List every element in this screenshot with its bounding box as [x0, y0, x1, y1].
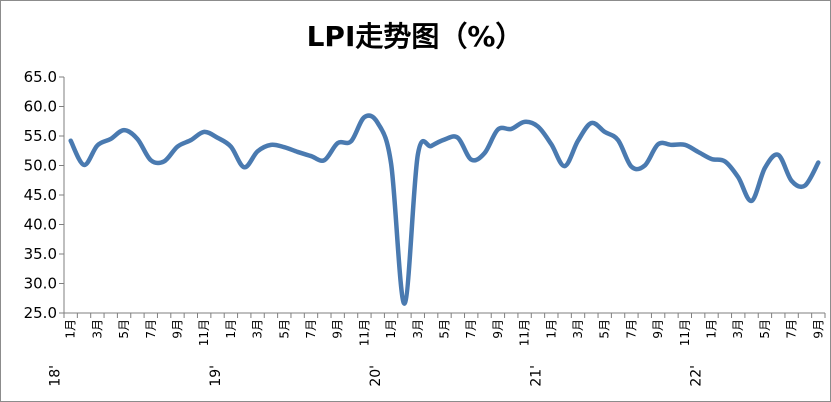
x-year-label: 18'	[48, 365, 64, 387]
y-tick-label: 35.0	[24, 245, 57, 263]
x-tick-label: 1月	[64, 319, 78, 339]
x-tick-label: 7月	[624, 319, 638, 339]
y-tick-label: 55.0	[24, 127, 57, 145]
x-year-label: 22'	[689, 365, 705, 387]
x-tick-label: 3月	[411, 319, 425, 339]
y-tick-label: 30.0	[24, 275, 57, 293]
x-tick-label: 9月	[811, 319, 825, 339]
x-tick-label: 1月	[384, 319, 398, 339]
x-tick-label: 5月	[758, 319, 772, 339]
x-tick-label: 9月	[491, 319, 505, 339]
x-axis-ticks: 1月 3月 5月 7月 9月 11月 1月 3月 5月 7月 9月 11月 1月 3月 5月 7月 9月 11月 1…	[48, 313, 826, 387]
series-line	[68, 113, 821, 306]
x-tick-label: 11月	[197, 319, 211, 346]
x-tick-label: 7月	[785, 319, 799, 339]
x-tick-label: 9月	[651, 319, 665, 339]
x-tick-label: 3月	[90, 319, 104, 339]
x-tick-label: 3月	[251, 319, 265, 339]
x-tick-label: 7月	[464, 319, 478, 339]
x-tick-label: 5月	[438, 319, 452, 339]
series-group	[68, 113, 821, 306]
x-tick-label: 1月	[224, 319, 238, 339]
y-tick-label: 50.0	[24, 157, 57, 175]
x-tick-label: 1月	[544, 319, 558, 339]
x-year-label: 19'	[208, 365, 224, 387]
y-tick-label: 25.0	[24, 304, 57, 322]
x-tick-label: 7月	[304, 319, 318, 339]
x-tick-label: 11月	[678, 319, 692, 346]
x-tick-label: 11月	[518, 319, 532, 346]
x-tick-label: 5月	[277, 319, 291, 339]
x-tick-label: 5月	[117, 319, 131, 339]
x-year-label: 20'	[368, 365, 384, 387]
x-year-label: 21'	[528, 365, 544, 387]
y-tick-label: 40.0	[24, 216, 57, 234]
x-tick-label: 1月	[705, 319, 719, 339]
chart-title: LPI走势图（%）	[307, 20, 524, 53]
chart-axes	[63, 77, 825, 314]
x-tick-label: 9月	[170, 319, 184, 339]
y-tick-label: 60.0	[24, 98, 57, 116]
y-tick-label: 45.0	[24, 186, 57, 204]
x-tick-label: 7月	[144, 319, 158, 339]
x-tick-label: 3月	[571, 319, 585, 339]
x-tick-label: 11月	[357, 319, 371, 346]
x-tick-label: 9月	[331, 319, 345, 339]
y-tick-label: 65.0	[24, 68, 57, 86]
y-axis-ticks: 25.0 30.0 35.0 40.0 45.0 50.0 55.0 60.0 65.0	[24, 68, 64, 322]
x-tick-label: 3月	[731, 319, 745, 339]
x-tick-label: 5月	[598, 319, 612, 339]
